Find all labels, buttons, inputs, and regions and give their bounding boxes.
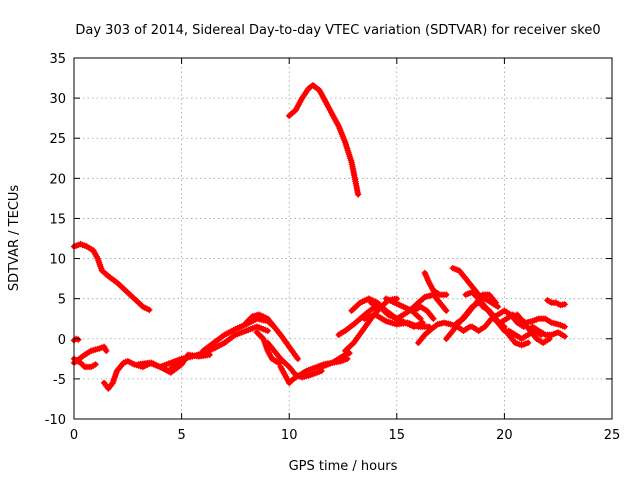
y-tick-label: 25	[49, 132, 66, 147]
grid-layer	[74, 58, 612, 419]
series-markers	[421, 269, 450, 298]
series-markers	[135, 323, 271, 371]
series-markers	[410, 303, 437, 322]
series-arc-2	[286, 82, 362, 198]
x-tick-label: 10	[281, 428, 298, 443]
series-arc-22	[410, 303, 437, 322]
series-arc-34	[544, 297, 568, 309]
series-markers	[393, 291, 450, 322]
series-arc-14	[335, 303, 379, 338]
series-arc-20	[393, 291, 450, 322]
y-tick-label: 35	[49, 52, 66, 67]
y-tick-label: 30	[49, 92, 66, 107]
x-tick-label: 15	[389, 428, 406, 443]
chart-title: Day 303 of 2014, Sidereal Day-to-day VTE…	[75, 23, 600, 38]
series-markers	[529, 323, 568, 340]
y-tick-label: 15	[49, 212, 66, 227]
x-tick-label: 25	[604, 428, 621, 443]
series-markers	[286, 82, 362, 198]
y-tick-label: 10	[49, 253, 66, 268]
x-axis-title: GPS time / hours	[289, 459, 398, 474]
plot-frame	[73, 57, 613, 420]
series-arc-19	[382, 295, 424, 322]
series-arc-1	[70, 240, 153, 314]
series-layer	[70, 82, 568, 392]
label-layer: 0 5 10 15 20 25 -10 -5 0 5 10 15 20 25 30 35	[45, 52, 621, 443]
series-arc-24	[449, 265, 502, 310]
series-markers	[264, 339, 325, 381]
series-arc-33	[529, 323, 568, 340]
series-markers	[318, 350, 353, 371]
series-arc-35	[70, 335, 82, 344]
series-arc-21	[415, 319, 474, 346]
tick-layer	[73, 57, 613, 420]
y-axis-title: SDTVAR / TECUs	[7, 185, 22, 292]
y-tick-label: 0	[58, 333, 66, 348]
y-tick-label: 20	[49, 172, 66, 187]
series-arc-23	[421, 269, 450, 298]
series-markers	[335, 303, 379, 338]
series-line	[411, 304, 436, 322]
x-tick-label: 20	[496, 428, 513, 443]
y-tick-label: 5	[58, 293, 66, 308]
y-tick-label: -10	[45, 413, 66, 428]
series-markers	[449, 265, 502, 310]
series-markers	[544, 297, 568, 309]
series-arc-10	[243, 311, 301, 362]
series-arc-32	[514, 311, 553, 346]
series-arc-7	[156, 351, 213, 376]
series-arc-12	[264, 339, 325, 381]
series-markers	[243, 311, 301, 362]
x-tick-label: 0	[70, 428, 78, 443]
series-arc-6	[135, 323, 271, 371]
y-tick-label: -5	[53, 373, 66, 388]
series-markers	[156, 351, 213, 376]
series-arc-13	[318, 350, 353, 371]
series-markers	[70, 240, 153, 314]
series-markers	[514, 311, 553, 346]
x-tick-label: 5	[177, 428, 185, 443]
